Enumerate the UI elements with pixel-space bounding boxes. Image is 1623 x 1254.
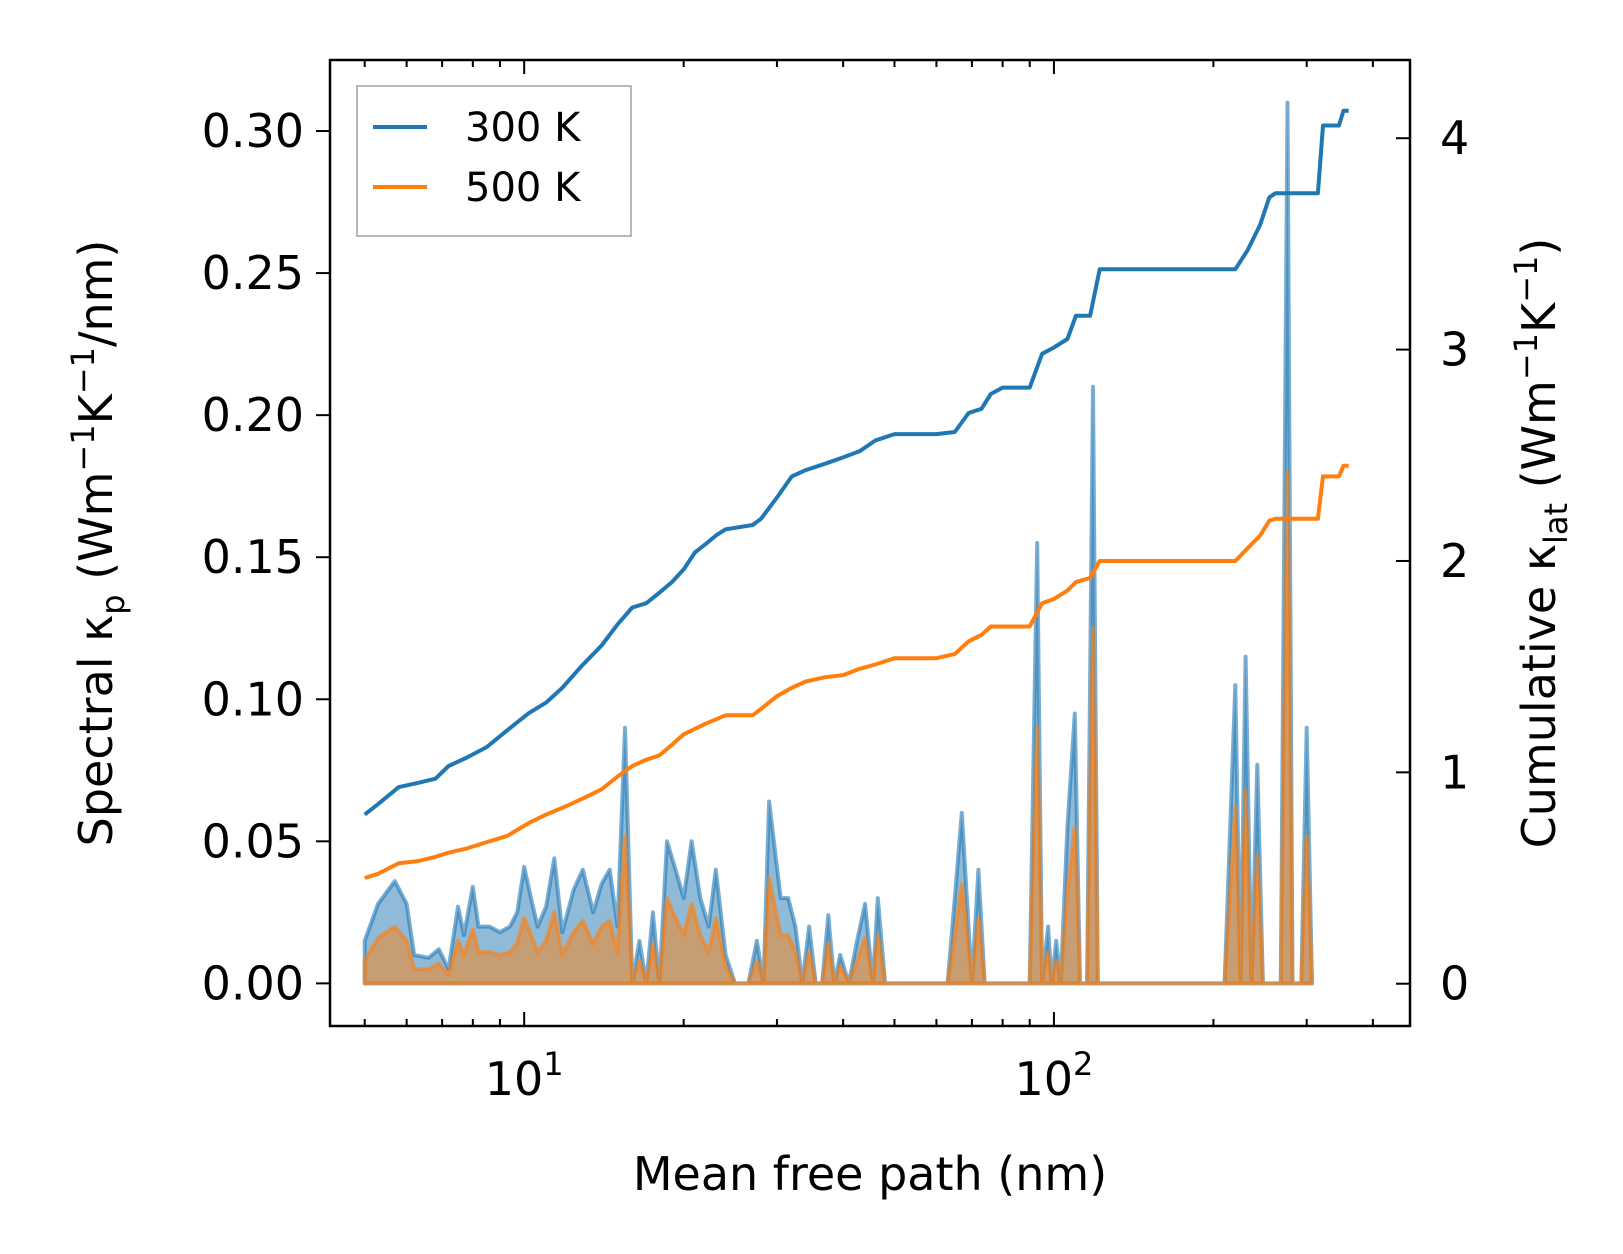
y-tick-label-left: 0.25 [202,246,304,300]
y-axis-label-left: Spectral κp (Wm−1K−1/nm) [64,240,132,847]
x-tick-label: 102 [1014,1045,1093,1106]
plot-frame [328,58,1412,1028]
spectral-area-500k [362,470,1314,986]
cumulative-lines [363,108,1349,880]
legend: 300 K 500 K [356,85,632,237]
y-tick-label-right: 2 [1440,534,1469,588]
spectral-fills [362,100,1314,986]
axis-ticks [316,60,1410,1026]
y-tick-label-left: 0.10 [202,672,304,726]
y-axis-label-right: Cumulative κlat (Wm−1K−1) [1507,238,1575,849]
legend-label-500k: 500 K [465,165,582,211]
spectral-area-300k [362,100,1314,986]
y-tick-label-left: 0.00 [202,956,304,1010]
legend-box [356,85,632,237]
axis-tick-labels: 0.00 0.05 0.10 0.15 0.20 0.25 0.30 0 1 2 3 4 101 102 [202,104,1470,1106]
y-tick-label-left: 0.30 [202,104,304,158]
cumulative-line-300k [363,108,1349,817]
x-axis-label: Mean free path (nm) [633,1147,1107,1201]
y-tick-label-right: 3 [1440,323,1469,377]
x-tick-label: 101 [485,1045,564,1106]
y-tick-label-left: 0.15 [202,530,304,584]
y-tick-label-right: 0 [1440,957,1469,1011]
y-tick-label-right: 4 [1440,111,1469,165]
legend-label-300k: 300 K [465,105,582,151]
y-tick-label-right: 1 [1440,745,1469,799]
y-tick-label-left: 0.20 [202,388,304,442]
y-tick-label-left: 0.05 [202,814,304,868]
cumulative-line-500k [364,463,1349,880]
